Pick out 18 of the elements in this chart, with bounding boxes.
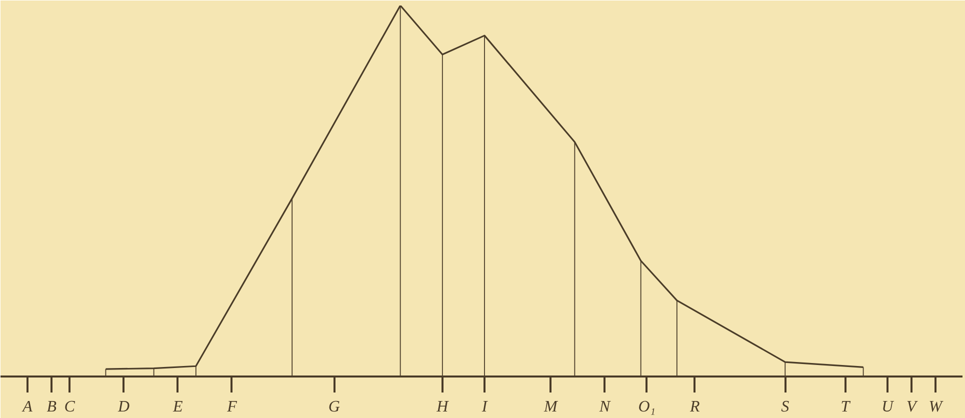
x-tick-label: C [64,398,76,416]
x-tick-label: M [542,398,559,416]
x-tick-label: I [480,398,488,416]
x-tick-label: N [598,398,612,416]
x-tick-label: D [116,398,130,416]
x-tick-label: B [46,398,57,416]
x-tick-label: R [689,398,700,416]
x-tick-label: O₁ [638,398,656,416]
x-tick-label: H [436,398,450,416]
x-tick-label: V [906,398,919,416]
x-tick-label: A [22,398,33,416]
x-tick-label: F [226,398,238,416]
x-tick-label: T [840,398,851,416]
x-tick-label: G [328,398,340,416]
x-tick-label: W [928,398,944,416]
x-tick-label: U [882,398,895,416]
x-tick-label: E [172,398,183,416]
x-tick-label: S [781,398,790,416]
